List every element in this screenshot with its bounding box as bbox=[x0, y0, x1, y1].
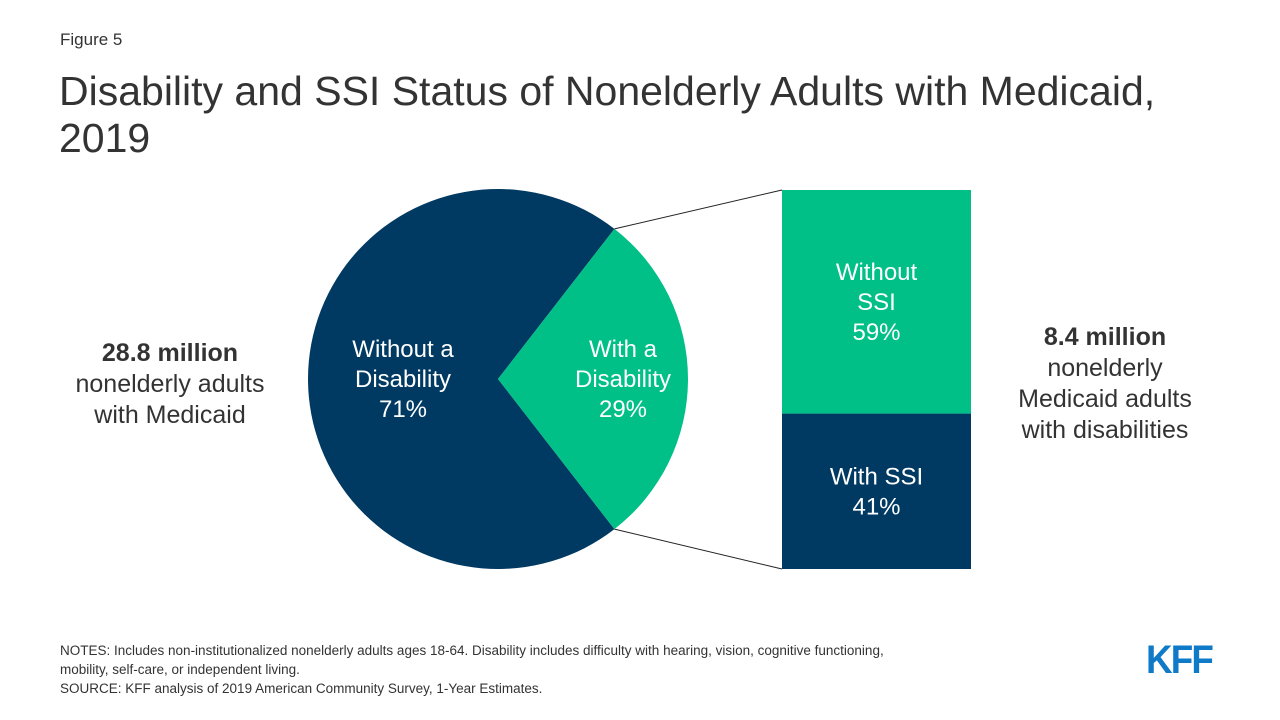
disability-adults-line-3: with disabilities bbox=[1021, 416, 1189, 444]
bar-label-with-ssi: With SSI 41% bbox=[830, 463, 923, 520]
pie-label-with-disability-line-3: 29% bbox=[599, 396, 647, 423]
bar-label-without-ssi-line-2: SSI bbox=[857, 289, 896, 316]
bar-label-without-ssi-line-1: Without bbox=[836, 259, 918, 286]
disability-adults-note: 8.4 million nonelderly Medicaid adults w… bbox=[985, 322, 1225, 446]
bar-label-without-ssi-line-3: 59% bbox=[852, 319, 900, 346]
footnotes: NOTES: Includes non-institutionalized no… bbox=[60, 641, 990, 698]
connector-line-top bbox=[614, 189, 783, 230]
bar-label-without-ssi: Without SSI 59% bbox=[836, 259, 918, 346]
pie-label-with-disability: With a Disability 29% bbox=[575, 336, 671, 423]
total-adults-line-1: nonelderly adults bbox=[75, 370, 265, 398]
disability-adults-line-1: nonelderly bbox=[1047, 354, 1163, 382]
total-adults-note: 28.8 million nonelderly adults with Medi… bbox=[40, 338, 300, 431]
bar-label-with-ssi-line-1: With SSI bbox=[830, 463, 923, 490]
pie-label-with-disability-line-2: Disability bbox=[575, 366, 671, 393]
bar-segment-with-ssi bbox=[782, 413, 971, 569]
disability-adults-line-2: Medicaid adults bbox=[1018, 385, 1192, 413]
total-adults-value: 28.8 million bbox=[101, 339, 239, 367]
disability-adults-value: 8.4 million bbox=[1043, 323, 1167, 351]
pie-label-without-disability: Without a Disability 71% bbox=[352, 336, 454, 423]
chart-title: Disability and SSI Status of Nonelderly … bbox=[59, 68, 1156, 161]
pie-label-without-disability-line-1: Without a bbox=[352, 336, 454, 363]
pie-slice-without-disability bbox=[308, 189, 615, 569]
kff-logo: KFF bbox=[1146, 638, 1214, 682]
bar-segment-without-ssi bbox=[782, 190, 971, 414]
source-line: SOURCE: KFF analysis of 2019 American Co… bbox=[60, 681, 543, 696]
connector-line-bottom bbox=[614, 528, 783, 570]
notes-line-2: mobility, self-care, or independent livi… bbox=[60, 662, 300, 677]
notes-line-1: NOTES: Includes non-institutionalized no… bbox=[60, 643, 884, 658]
pie-label-without-disability-line-3: 71% bbox=[379, 396, 427, 423]
pie-label-without-disability-line-2: Disability bbox=[355, 366, 451, 393]
pie-slice-with-disability bbox=[498, 228, 688, 530]
pie-label-with-disability-line-1: With a bbox=[589, 336, 658, 363]
bar-label-with-ssi-line-2: 41% bbox=[852, 493, 900, 520]
total-adults-line-2: with Medicaid bbox=[94, 401, 246, 429]
figure-label: Figure 5 bbox=[60, 30, 123, 49]
